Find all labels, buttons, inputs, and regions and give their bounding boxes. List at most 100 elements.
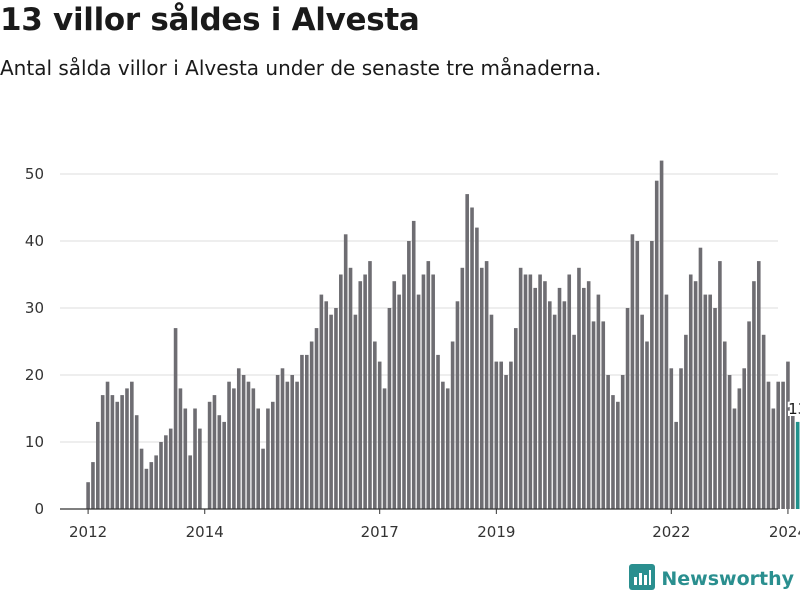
bar (445, 388, 450, 509)
y-tick-label: 0 (34, 500, 44, 518)
bar (134, 415, 139, 509)
bar (543, 281, 547, 509)
bar (246, 381, 251, 509)
y-tick-label: 30 (25, 299, 44, 317)
bar (363, 274, 367, 509)
bar (674, 421, 678, 509)
bar (217, 415, 222, 509)
bar (737, 388, 742, 509)
bar (324, 301, 329, 509)
bar (654, 180, 659, 509)
bar (465, 194, 469, 509)
bar (173, 328, 178, 509)
bar (504, 375, 508, 509)
bar (761, 334, 766, 509)
bar (679, 368, 683, 509)
bar (183, 408, 188, 509)
bar (727, 375, 732, 509)
bar (645, 341, 649, 509)
bar (460, 267, 465, 509)
bar (96, 421, 100, 509)
bar (650, 241, 654, 509)
x-tick-label: 2017 (361, 523, 399, 541)
bar (479, 267, 484, 509)
bar (455, 301, 460, 509)
bar (562, 301, 567, 509)
bar (708, 294, 712, 509)
x-tick-label: 2024 (769, 523, 800, 541)
bar (421, 274, 426, 509)
bar (164, 435, 168, 509)
bar (261, 448, 265, 509)
bar (241, 375, 246, 509)
bar (693, 281, 698, 509)
bar (756, 261, 761, 509)
bar (270, 401, 275, 509)
bar (159, 442, 163, 509)
x-tick-label: 2022 (652, 523, 690, 541)
bar (703, 294, 708, 509)
bar (431, 274, 435, 509)
bar (606, 375, 610, 509)
bar (776, 381, 781, 509)
bar (688, 274, 693, 509)
bar (343, 234, 348, 510)
bar (475, 227, 479, 509)
bar (382, 388, 387, 509)
bar (567, 274, 572, 509)
newsworthy-brand[interactable]: Newsworthy (629, 564, 794, 594)
bar (387, 308, 392, 509)
bar (305, 354, 309, 509)
bar (373, 341, 377, 509)
bar (222, 421, 226, 509)
bar (713, 308, 717, 509)
chart-subtitle: Antal sålda villor i Alvesta under de se… (0, 56, 602, 80)
bar (601, 321, 606, 509)
bar (771, 408, 776, 509)
x-tick-label: 2012 (69, 523, 107, 541)
bar (538, 274, 542, 509)
bar (188, 455, 192, 509)
bar (334, 308, 338, 509)
bar (358, 281, 363, 509)
bar (684, 334, 688, 509)
bar (198, 428, 202, 509)
bar (791, 408, 795, 509)
bar (120, 395, 124, 509)
bar (392, 281, 397, 509)
y-tick-label: 10 (25, 433, 44, 451)
bar (193, 408, 197, 509)
bar (742, 368, 746, 509)
bar (426, 261, 431, 509)
bar (557, 287, 562, 509)
bar (616, 401, 620, 509)
bar (518, 267, 523, 509)
bar (266, 408, 270, 509)
bar (577, 267, 581, 509)
bar (105, 381, 110, 509)
bar (669, 368, 674, 509)
bar (659, 160, 664, 509)
bar (552, 314, 557, 509)
bar (339, 274, 343, 509)
bar (130, 381, 134, 509)
bar (533, 287, 538, 509)
y-axis: 0 10 20 30 40 50 (25, 165, 44, 518)
bar (368, 261, 372, 509)
bar (781, 381, 785, 509)
bar (786, 361, 790, 509)
bar (256, 408, 260, 509)
bar (528, 274, 533, 509)
bar (630, 234, 635, 510)
bar (397, 294, 401, 509)
bar (416, 294, 421, 509)
bar (115, 401, 120, 509)
bar (586, 281, 591, 509)
bar (484, 261, 489, 509)
bar (640, 314, 644, 509)
last-value-label: 13 (788, 400, 800, 418)
bar (290, 375, 295, 509)
bar (86, 482, 90, 509)
bar (309, 341, 314, 509)
